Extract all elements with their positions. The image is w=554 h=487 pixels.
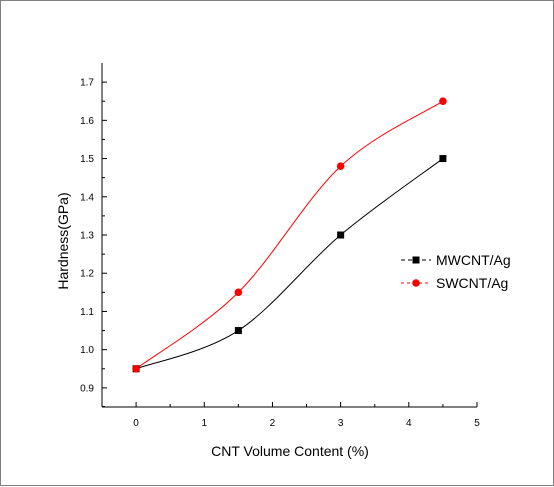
legend-label: MWCNT/Ag: [436, 252, 511, 268]
y-tick-label: 1.1: [80, 307, 94, 318]
legend-marker-square: [412, 256, 420, 264]
legend-marker-circle: [412, 279, 420, 287]
data-point-square: [439, 155, 447, 163]
series-markers: [132, 97, 447, 373]
axes: [101, 63, 477, 408]
data-point-circle: [234, 288, 243, 297]
x-tick-label: 3: [338, 418, 344, 429]
series-line-MWCNT/Ag: [135, 158, 444, 370]
series-line-SWCNT/Ag: [135, 100, 444, 370]
x-tick-label: 5: [474, 418, 480, 429]
ticks: 0.9 1.0 1.1 1.2 1.3 1.4 1.5 1.6 1.7 0 1 2 3 4 5: [80, 78, 480, 429]
data-point-circle: [132, 364, 140, 373]
y-tick-label: 1.6: [80, 116, 94, 127]
x-tick-label: 1: [201, 418, 207, 429]
x-axis-label: CNT Volume Content (%): [211, 443, 369, 459]
data-point-circle: [439, 97, 447, 106]
data-point-circle: [336, 162, 345, 170]
y-tick-label: 1.7: [80, 78, 94, 89]
y-tick-label: 1.2: [80, 269, 94, 280]
x-tick-label: 4: [406, 418, 412, 429]
legend: MWCNT/Ag SWCNT/Ag: [401, 252, 511, 291]
y-tick-label: 1.5: [80, 154, 94, 165]
y-tick-label: 1.3: [80, 231, 94, 242]
y-tick-label: 0.9: [80, 383, 94, 394]
x-tick-label: 2: [270, 418, 276, 429]
data-point-square: [337, 231, 345, 239]
series-curves: [135, 100, 444, 370]
y-axis-label: Hardness(GPa): [55, 192, 71, 289]
y-tick-label: 1.4: [80, 192, 94, 203]
legend-label: SWCNT/Ag: [436, 275, 508, 291]
data-point-square: [234, 327, 242, 335]
y-tick-label: 1.0: [80, 345, 94, 356]
x-tick-label: 0: [133, 418, 139, 429]
